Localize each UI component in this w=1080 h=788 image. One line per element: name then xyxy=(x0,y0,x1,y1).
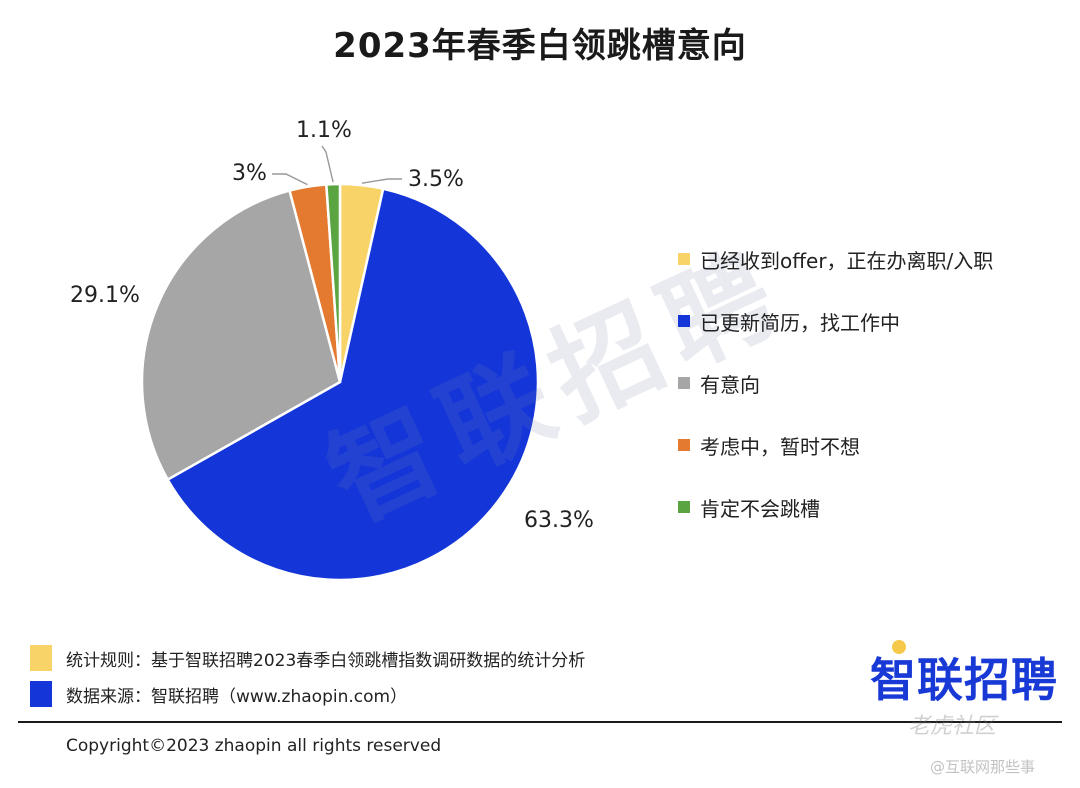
pie-chart: 3.5% 63.3% 29.1% 3% 1.1% xyxy=(70,118,594,582)
zhaopin-logo: 智联招聘 xyxy=(870,653,1058,707)
label-job-hunting: 63.3% xyxy=(524,508,594,533)
label-not-leaving: 1.1% xyxy=(296,118,352,143)
note-source: 数据来源：智联招聘（www.zhaopin.com） xyxy=(30,681,407,707)
legend-item-considering-label: 考虑中，暂时不想 xyxy=(700,434,860,459)
legend-item-job-hunting: 已更新简历，找工作中 xyxy=(678,290,993,352)
legend-item-intent-label: 有意向 xyxy=(700,372,760,397)
corner-watermark: 老虎社区 xyxy=(908,714,997,739)
note-rule: 统计规则：基于智联招聘2023春季白领跳槽指数调研数据的统计分析 xyxy=(30,645,585,671)
slice-job-hunting xyxy=(165,187,540,582)
copyright-text: Copyright©2023 zhaopin all rights reserv… xyxy=(66,736,442,756)
label-offer-leader xyxy=(361,178,402,184)
legend-item-offer-label: 已经收到offer，正在办离职/入职 xyxy=(700,248,994,273)
label-considering: 3% xyxy=(232,161,267,186)
footer-divider xyxy=(18,721,1062,723)
legend-item-offer: 已经收到offer，正在办离职/入职 xyxy=(678,228,993,290)
legend-item-intent-swatch xyxy=(678,377,690,389)
note-source-text: 数据来源：智联招聘（www.zhaopin.com） xyxy=(66,686,408,707)
slice-intent xyxy=(140,189,342,482)
label-considering-leader xyxy=(272,173,308,186)
chart-title: 2023年春季白领跳槽意向 xyxy=(333,26,747,66)
legend-item-intent: 有意向 xyxy=(678,352,993,414)
note-rule-text: 统计规则：基于智联招聘2023春季白领跳槽指数调研数据的统计分析 xyxy=(66,650,586,671)
legend-item-job-hunting-label: 已更新简历，找工作中 xyxy=(700,310,900,335)
label-offer: 3.5% xyxy=(408,167,464,192)
label-intent: 29.1% xyxy=(70,283,140,308)
legend-item-considering-swatch xyxy=(678,439,690,451)
legend-item-job-hunting-swatch xyxy=(678,315,690,327)
legend-item-offer-swatch xyxy=(678,253,690,265)
chart-legend: 已经收到offer，正在办离职/入职 已更新简历，找工作中 有意向考虑中，暂时不想肯… xyxy=(678,228,993,538)
label-not-leaving-leader xyxy=(321,145,334,183)
slice-not-leaving xyxy=(324,182,342,383)
note-source-swatch xyxy=(30,681,52,707)
legend-item-not-leaving-label: 肯定不会跳槽 xyxy=(700,496,820,521)
logo-dot xyxy=(892,640,906,654)
legend-item-considering: 考虑中，暂时不想 xyxy=(678,414,993,476)
note-rule-swatch xyxy=(30,645,52,671)
legend-item-not-leaving: 肯定不会跳槽 xyxy=(678,476,993,538)
legend-item-not-leaving-swatch xyxy=(678,501,690,513)
corner-watermark-handle: @互联网那些事 xyxy=(930,758,1036,776)
